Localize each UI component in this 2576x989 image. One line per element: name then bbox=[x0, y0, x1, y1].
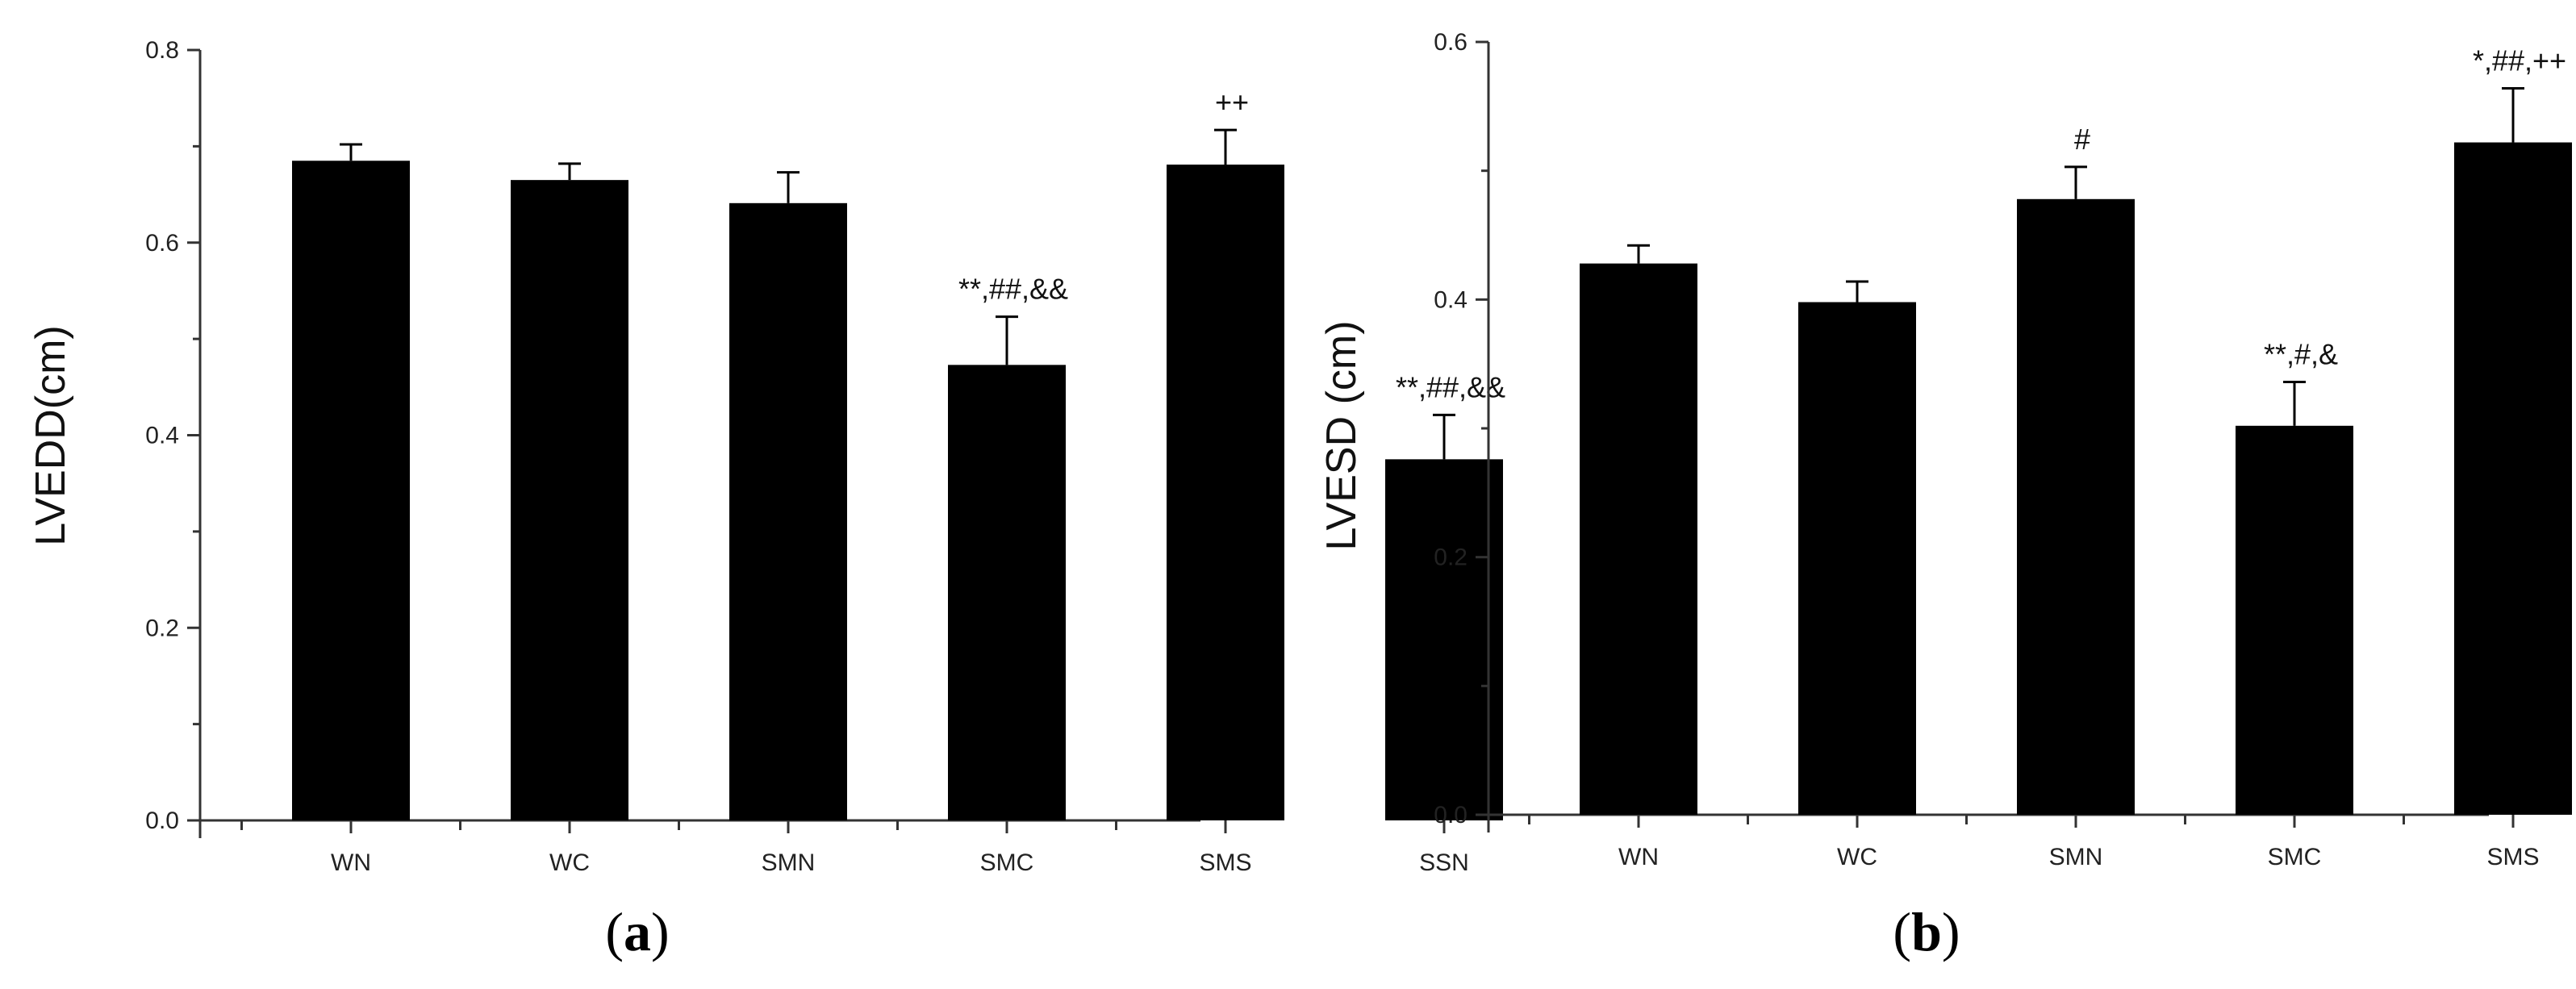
y-tick-label: 0.6 bbox=[1434, 29, 1468, 56]
bar-wn bbox=[1580, 263, 1697, 815]
bar-wc bbox=[1798, 302, 1916, 815]
y-axis-title: LVESD (cm) bbox=[1318, 320, 1365, 550]
x-tick-label: WN bbox=[331, 849, 371, 876]
x-tick-label: SMS bbox=[2486, 844, 2539, 870]
bar-ssn bbox=[1385, 459, 1503, 820]
y-tick-label: 0.2 bbox=[1434, 545, 1468, 571]
panel-letter: a bbox=[624, 901, 651, 962]
y-tick-label: 0.0 bbox=[145, 807, 179, 834]
x-tick-label: WC bbox=[549, 849, 590, 876]
significance-annotation: **,##,&& bbox=[1396, 370, 1505, 403]
y-tick-label: 0.2 bbox=[145, 615, 179, 641]
bar-sms bbox=[1167, 165, 1284, 820]
panel-letter: b bbox=[1911, 901, 1942, 962]
x-tick-label: SMN bbox=[2049, 844, 2103, 870]
panel-label: (a) bbox=[605, 901, 669, 962]
x-tick-label: WN bbox=[1618, 844, 1659, 870]
y-tick-label: 0.6 bbox=[145, 230, 179, 257]
bar-wc bbox=[511, 180, 628, 820]
bar-sms bbox=[2454, 142, 2572, 816]
y-tick-label: 0.8 bbox=[145, 37, 179, 64]
significance-annotation: ++ bbox=[1215, 86, 1249, 119]
x-tick-label: WC bbox=[1837, 844, 1877, 870]
x-tick-label: SSN bbox=[1419, 849, 1469, 876]
y-tick-label: 0.0 bbox=[1434, 802, 1468, 828]
bar-smc bbox=[2236, 425, 2353, 815]
x-tick-label: SMC bbox=[980, 849, 1034, 876]
bar-smc bbox=[948, 365, 1066, 820]
y-tick-label: 0.4 bbox=[145, 423, 179, 449]
significance-annotation: *,##,++ bbox=[2473, 44, 2566, 77]
significance-annotation: **,#,& bbox=[2264, 338, 2338, 371]
x-tick-label: SMC bbox=[2268, 844, 2322, 870]
bar-smn bbox=[729, 202, 847, 820]
bar-wn bbox=[292, 161, 410, 820]
chart-panel-a: 0.0 0.2 0.4 0.6 0.8 WN WC SMN SMC **,##,&& SMS ++ SS… bbox=[27, 37, 1505, 962]
y-tick-label: 0.4 bbox=[1434, 286, 1468, 313]
x-tick-label: SMN bbox=[762, 849, 816, 876]
panel-label: (b) bbox=[1893, 901, 1960, 962]
chart-panel-b: 0.0 0.2 0.4 0.6 WN WC SMN # SMC **,#,& SMS *,##,++ S… bbox=[1318, 29, 2572, 962]
significance-annotation: # bbox=[2074, 123, 2090, 156]
y-axis-title: LVEDD(cm) bbox=[27, 325, 74, 545]
bar-smn bbox=[2017, 198, 2135, 815]
x-tick-label: SMS bbox=[1199, 849, 1251, 876]
significance-annotation: **,##,&& bbox=[958, 273, 1068, 306]
